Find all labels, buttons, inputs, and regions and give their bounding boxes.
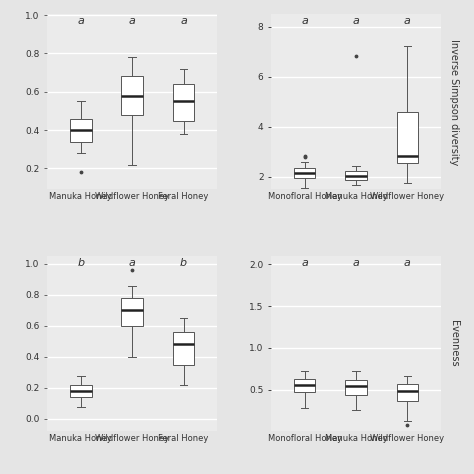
Bar: [294, 168, 315, 178]
Bar: [121, 76, 143, 115]
Bar: [397, 384, 418, 401]
Y-axis label: Inverse Simpson diversity: Inverse Simpson diversity: [449, 39, 459, 165]
Bar: [294, 379, 315, 392]
Text: a: a: [404, 258, 411, 268]
Text: a: a: [353, 258, 359, 268]
Bar: [70, 385, 91, 397]
Text: a: a: [180, 17, 187, 27]
Bar: [345, 172, 367, 180]
Text: b: b: [77, 258, 84, 268]
Y-axis label: Evenness: Evenness: [449, 320, 459, 367]
Bar: [121, 298, 143, 326]
Text: a: a: [353, 17, 359, 27]
Bar: [173, 84, 194, 120]
Text: a: a: [404, 17, 411, 27]
Text: a: a: [301, 258, 308, 268]
Bar: [173, 332, 194, 365]
Text: a: a: [301, 17, 308, 27]
Bar: [70, 118, 91, 142]
Text: b: b: [180, 258, 187, 268]
Bar: [345, 380, 367, 395]
Text: a: a: [129, 17, 136, 27]
Bar: [397, 112, 418, 163]
Text: a: a: [129, 258, 136, 268]
Text: a: a: [77, 17, 84, 27]
